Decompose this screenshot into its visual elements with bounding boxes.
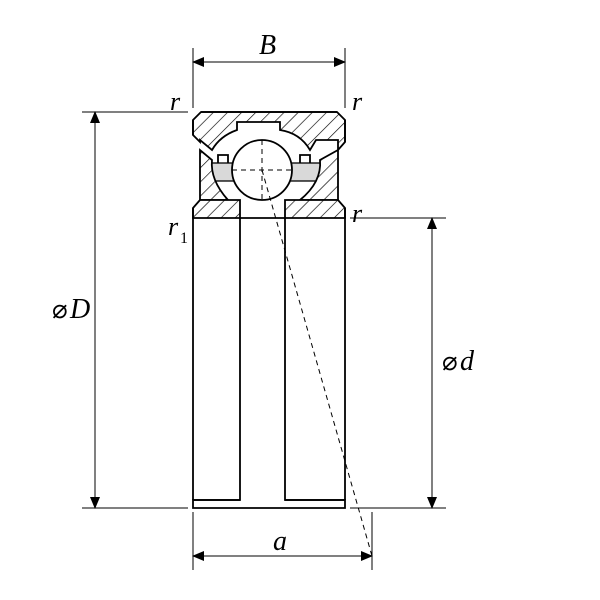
dim-a: a: [193, 512, 372, 570]
label-D-prefix: ⌀: [52, 295, 68, 324]
svg-text:r: r: [168, 212, 179, 241]
label-D: D: [69, 294, 90, 325]
dim-B: B: [193, 30, 345, 108]
label-r-top-right: r: [352, 87, 363, 116]
label-r-mid-right: r: [352, 199, 363, 228]
label-r1: r 1: [168, 212, 188, 247]
dim-D: ⌀ D: [52, 112, 188, 508]
label-B: B: [259, 30, 276, 61]
label-d-prefix: ⌀: [442, 347, 458, 376]
label-d: d: [460, 346, 475, 377]
label-a: a: [273, 526, 287, 557]
svg-text:1: 1: [180, 230, 188, 247]
dim-d: ⌀ d: [350, 218, 475, 508]
